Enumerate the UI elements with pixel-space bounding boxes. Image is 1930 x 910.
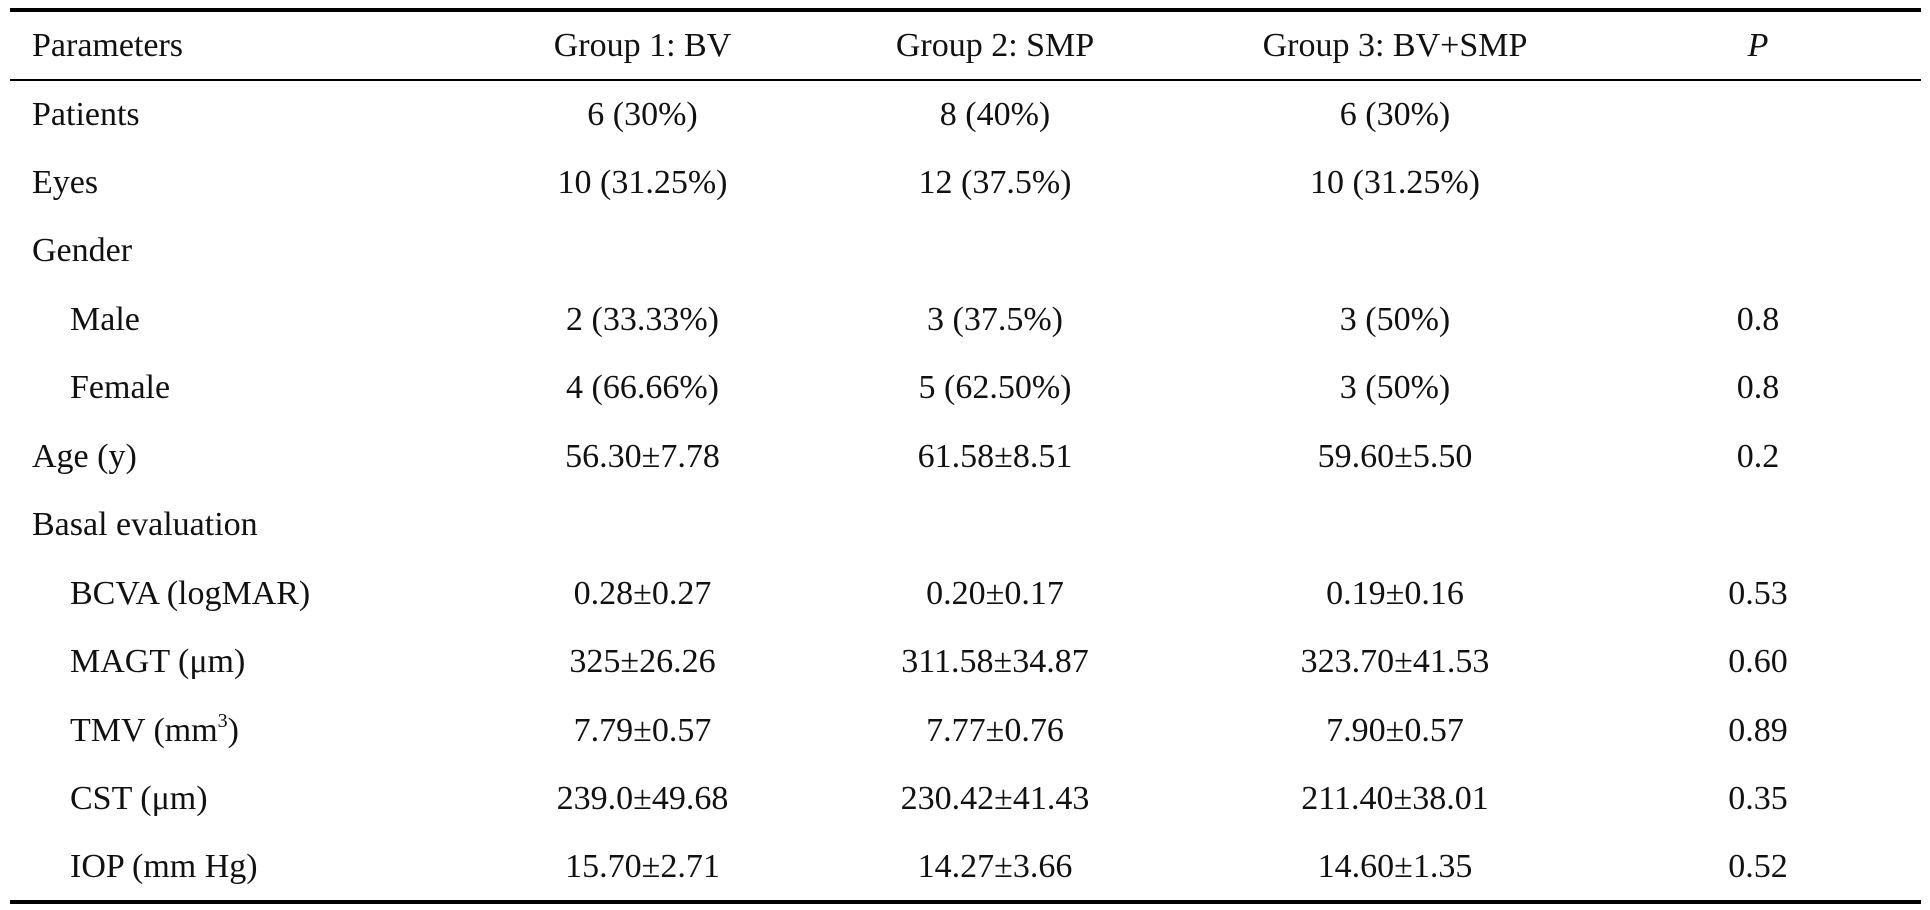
cell-group2: 0.20±0.17 bbox=[926, 574, 1064, 612]
cell-p: 0.35 bbox=[1728, 780, 1788, 818]
cell-group1: 56.30±7.78 bbox=[565, 437, 720, 475]
cell-empty bbox=[490, 217, 795, 286]
row-label: Male bbox=[70, 300, 140, 338]
cell-group1: 239.0±49.68 bbox=[556, 780, 729, 818]
cell-group2: 61.58±8.51 bbox=[917, 437, 1073, 475]
label-superscript: 3 bbox=[217, 709, 228, 732]
table-row-gender: Gender bbox=[10, 217, 1921, 286]
header-row: Parameters Group 1: BV Group 2: SMP Grou… bbox=[10, 8, 1921, 81]
cell-group3: 6 (30%) bbox=[1339, 95, 1451, 133]
cell-group3: 7.90±0.57 bbox=[1326, 711, 1464, 749]
table-row-age: Age (y) 56.30±7.78 61.58±8.51 59.60±5.50… bbox=[10, 423, 1921, 492]
table-row-basal-evaluation: Basal evaluation bbox=[10, 491, 1921, 560]
cell-p bbox=[1595, 80, 1921, 149]
section-label: Gender bbox=[32, 232, 133, 270]
cell-group1: 0.28±0.27 bbox=[573, 574, 712, 612]
cell-p: 0.60 bbox=[1728, 643, 1788, 681]
cell-group2: 311.58±34.87 bbox=[901, 643, 1089, 681]
table-row-male: Male 2 (33.33%) 3 (37.5%) 3 (50%) 0.8 bbox=[10, 286, 1921, 355]
table-row-iop: IOP (mm Hg) 15.70±2.71 14.27±3.66 14.60±… bbox=[10, 833, 1921, 904]
table-row-female: Female 4 (66.66%) 5 (62.50%) 3 (50%) 0.8 bbox=[10, 354, 1921, 423]
header-p: P bbox=[1595, 8, 1921, 81]
section-label: Basal evaluation bbox=[32, 506, 258, 544]
cell-p: 0.52 bbox=[1595, 833, 1921, 904]
cell-p: 0.8 bbox=[1736, 369, 1780, 407]
header-group2: Group 2: SMP bbox=[795, 8, 1195, 81]
cell-group2: 3 (37.5%) bbox=[927, 300, 1063, 338]
cell-empty bbox=[1595, 491, 1921, 560]
table-row-eyes: Eyes 10 (31.25%) 12 (37.5%) 10 (31.25%) bbox=[10, 149, 1921, 218]
cell-group3: 211.40±38.01 bbox=[1301, 780, 1489, 818]
cell-group2: 230.42±41.43 bbox=[900, 780, 1090, 818]
header-group1: Group 1: BV bbox=[490, 8, 795, 81]
cell-group2: 12 (37.5%) bbox=[918, 163, 1072, 201]
table-row-bcva: BCVA (logMAR) 0.28±0.27 0.20±0.17 0.19±0… bbox=[10, 560, 1921, 629]
cell-group1: 6 (30%) bbox=[587, 95, 698, 133]
cell-p: 0.8 bbox=[1736, 300, 1780, 338]
cell-group2: 8 (40%) bbox=[939, 95, 1051, 133]
cell-group1: 4 (66.66%) bbox=[566, 369, 719, 407]
cell-group2: 5 (62.50%) bbox=[918, 369, 1072, 407]
table-row-patients: Patients 6 (30%) 8 (40%) 6 (30%) bbox=[10, 80, 1921, 149]
cell-empty bbox=[1595, 217, 1921, 286]
cell-empty bbox=[490, 491, 795, 560]
cell-group3: 3 (50%) bbox=[1339, 300, 1451, 338]
row-label: TMV (mm3) bbox=[10, 697, 490, 766]
row-label: MAGT (μm) bbox=[70, 643, 246, 681]
table-row-tmv: TMV (mm3) 7.79±0.57 7.77±0.76 7.90±0.57 … bbox=[10, 697, 1921, 766]
row-label: Age (y) bbox=[32, 437, 137, 475]
cell-group1: 7.79±0.57 bbox=[573, 711, 712, 749]
row-label: CST (μm) bbox=[70, 780, 208, 818]
cell-p: 0.53 bbox=[1728, 574, 1788, 612]
row-label: IOP (mm Hg) bbox=[10, 833, 490, 904]
cell-empty bbox=[1195, 217, 1595, 286]
cell-group3: 0.19±0.16 bbox=[1326, 574, 1464, 612]
cell-group3: 59.60±5.50 bbox=[1317, 437, 1473, 475]
header-group3: Group 3: BV+SMP bbox=[1195, 8, 1595, 81]
cell-empty bbox=[795, 491, 1195, 560]
label-text: TMV (mm bbox=[70, 711, 218, 749]
cell-group1: 325±26.26 bbox=[569, 643, 716, 681]
table-row-magt: MAGT (μm) 325±26.26 311.58±34.87 323.70±… bbox=[10, 628, 1921, 697]
cell-p: 0.89 bbox=[1728, 711, 1788, 749]
cell-group1: 15.70±2.71 bbox=[490, 833, 795, 904]
row-label: Eyes bbox=[32, 163, 99, 201]
table-row-cst: CST (μm) 239.0±49.68 230.42±41.43 211.40… bbox=[10, 765, 1921, 834]
cell-empty bbox=[795, 217, 1195, 286]
cell-empty bbox=[1195, 491, 1595, 560]
row-label: Patients bbox=[32, 95, 140, 133]
cell-group3: 10 (31.25%) bbox=[1310, 163, 1480, 201]
cell-group1: 2 (33.33%) bbox=[566, 300, 719, 338]
cell-p bbox=[1595, 149, 1921, 218]
cell-group2: 14.27±3.66 bbox=[795, 833, 1195, 904]
cell-group3: 14.60±1.35 bbox=[1195, 833, 1595, 904]
row-label: BCVA (logMAR) bbox=[70, 574, 311, 612]
cell-group3: 3 (50%) bbox=[1339, 369, 1451, 407]
cell-p: 0.2 bbox=[1736, 437, 1780, 475]
baseline-characteristics-table: Parameters Group 1: BV Group 2: SMP Grou… bbox=[10, 8, 1921, 904]
cell-group2: 7.77±0.76 bbox=[926, 711, 1064, 749]
row-label: Female bbox=[70, 369, 171, 407]
cell-group3: 323.70±41.53 bbox=[1300, 643, 1490, 681]
cell-group1: 10 (31.25%) bbox=[557, 163, 728, 201]
header-parameters: Parameters bbox=[10, 8, 490, 81]
label-suffix: ) bbox=[227, 711, 239, 749]
